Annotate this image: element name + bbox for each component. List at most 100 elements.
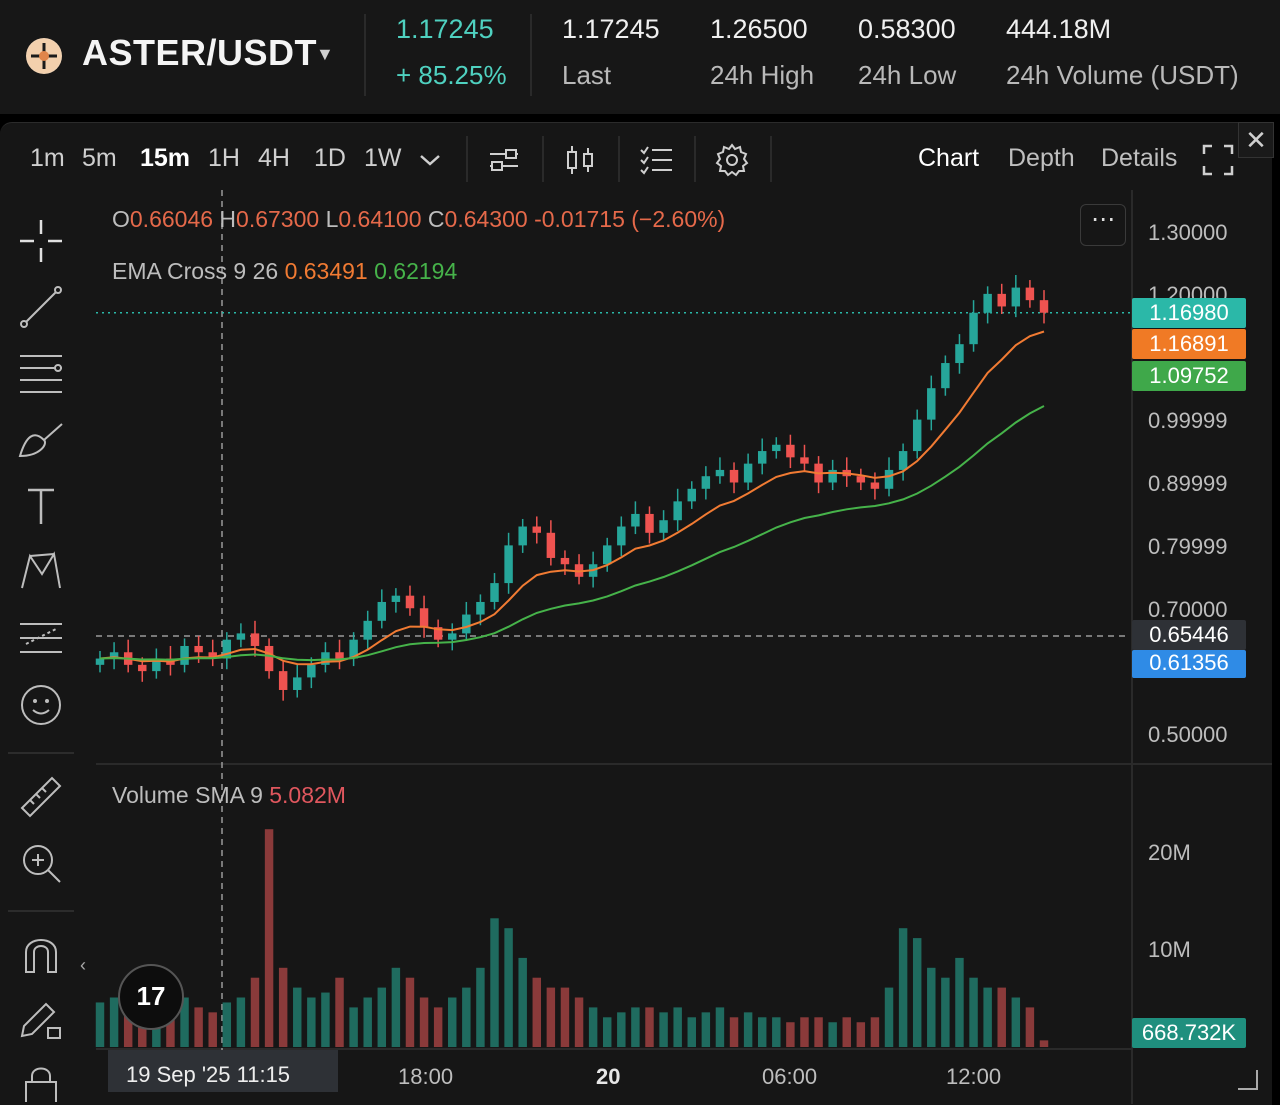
divider	[542, 136, 544, 182]
divider	[770, 136, 772, 182]
more-options-button[interactable]: ⋯	[1080, 204, 1126, 246]
stat-high-label: 24h High	[710, 60, 815, 90]
volume-bar	[715, 1007, 725, 1047]
candle	[659, 520, 668, 533]
volume-bar	[645, 1007, 654, 1047]
candle	[898, 451, 908, 470]
ema-legend[interactable]: EMA Cross 9 26 0.63491 0.62194	[112, 258, 457, 285]
volume-bar	[448, 997, 457, 1047]
tradingview-logo[interactable]: 17	[118, 964, 184, 1030]
volume-bar	[490, 918, 499, 1047]
open-label: O	[112, 206, 130, 232]
volume-bar	[307, 997, 316, 1047]
pattern-icon[interactable]	[18, 548, 64, 594]
timeframe-1w[interactable]: 1W	[364, 144, 402, 172]
tab-chart[interactable]: Chart	[918, 144, 980, 172]
tab-depth[interactable]: Depth	[1008, 144, 1075, 172]
indicator-icon[interactable]	[486, 142, 522, 178]
timeframe-4h[interactable]: 4H	[258, 144, 290, 172]
candle	[617, 526, 626, 546]
volume-bar	[560, 987, 570, 1047]
brush-icon[interactable]	[18, 416, 64, 462]
change-value: -0.01715 (−2.60%)	[534, 206, 726, 232]
price-tick: 0.50000	[1148, 722, 1228, 747]
open-value: 0.66046	[129, 206, 214, 232]
candle	[560, 557, 570, 565]
trend-line-icon[interactable]	[18, 284, 64, 330]
candle-type-icon[interactable]	[562, 142, 598, 178]
time-tick: 06:00	[762, 1064, 818, 1089]
text-tool-icon[interactable]	[18, 482, 64, 528]
volume-bar	[222, 1002, 232, 1047]
zoom-in-icon[interactable]	[18, 840, 64, 886]
candle	[419, 608, 429, 628]
chevron-left-icon[interactable]: ‹	[80, 955, 86, 975]
volume-bar	[433, 1007, 443, 1047]
horizontal-lines-icon[interactable]	[18, 350, 64, 396]
candle	[264, 645, 274, 672]
volume-bar	[983, 987, 992, 1047]
divider	[364, 14, 366, 96]
crosshair-icon[interactable]	[18, 218, 64, 264]
chevron-down-icon[interactable]: ▼	[316, 44, 334, 64]
volume-bar	[504, 928, 513, 1047]
divider	[8, 910, 74, 912]
magnet-icon[interactable]	[18, 932, 64, 978]
candle	[856, 476, 866, 483]
volume-bar	[363, 997, 372, 1047]
candle	[490, 583, 499, 602]
timeframe-1d[interactable]: 1D	[314, 144, 346, 172]
volume-legend[interactable]: Volume SMA 9 5.082M	[112, 782, 346, 809]
candle	[448, 633, 457, 640]
volume-bar	[95, 1002, 105, 1047]
divider	[530, 14, 532, 96]
gear-icon[interactable]	[714, 142, 750, 178]
timeframe-1h[interactable]: 1H	[208, 144, 240, 172]
candle	[927, 388, 936, 420]
volume-bar	[757, 1017, 767, 1047]
price-change: + 85.25%	[396, 60, 507, 90]
fullscreen-icon[interactable]	[1200, 142, 1236, 178]
candle	[349, 639, 358, 659]
volume-bar	[1039, 1040, 1049, 1047]
price-tick: 0.70000	[1148, 597, 1228, 622]
stat-last-value: 1.17245	[562, 14, 660, 44]
candle	[602, 545, 612, 565]
last-price-tag: 1.16980	[1132, 298, 1246, 328]
pair-selector[interactable]: ASTER/USDT	[82, 32, 318, 73]
candle	[701, 476, 711, 489]
chart-panel	[0, 122, 1272, 1105]
volume-bar	[405, 977, 415, 1047]
ruler-icon[interactable]	[18, 774, 64, 820]
volume-bar	[884, 987, 894, 1047]
volume-bar	[180, 997, 189, 1047]
timeframe-5m[interactable]: 5m	[82, 144, 117, 172]
volume-bar	[898, 928, 908, 1047]
close-icon[interactable]: ✕	[1238, 122, 1274, 158]
candle	[363, 620, 372, 640]
tab-details[interactable]: Details	[1101, 144, 1178, 172]
price-tick: 1.30000	[1148, 220, 1228, 245]
candle	[969, 312, 978, 345]
emoji-icon[interactable]	[18, 682, 64, 728]
resize-handle-icon[interactable]	[1238, 1070, 1258, 1090]
list-icon[interactable]	[638, 142, 674, 178]
volume-bar	[927, 967, 936, 1047]
forecast-icon[interactable]	[18, 614, 64, 660]
chevron-down-icon[interactable]	[412, 142, 448, 178]
volume-bar	[462, 987, 471, 1047]
timeframe-1m[interactable]: 1m	[30, 144, 65, 172]
candle	[997, 293, 1006, 307]
volume-bar	[335, 977, 344, 1047]
candle	[631, 513, 640, 527]
volume-bar	[208, 1012, 217, 1047]
lock-icon[interactable]	[18, 1062, 64, 1102]
candle	[983, 293, 992, 313]
candle	[1011, 287, 1021, 307]
timeframe-15m[interactable]: 15m	[140, 144, 191, 172]
lock-drawing-icon[interactable]	[18, 998, 64, 1044]
candle	[405, 595, 415, 609]
volume-bar	[377, 987, 387, 1047]
volume-sma-value: 5.082M	[269, 782, 346, 808]
